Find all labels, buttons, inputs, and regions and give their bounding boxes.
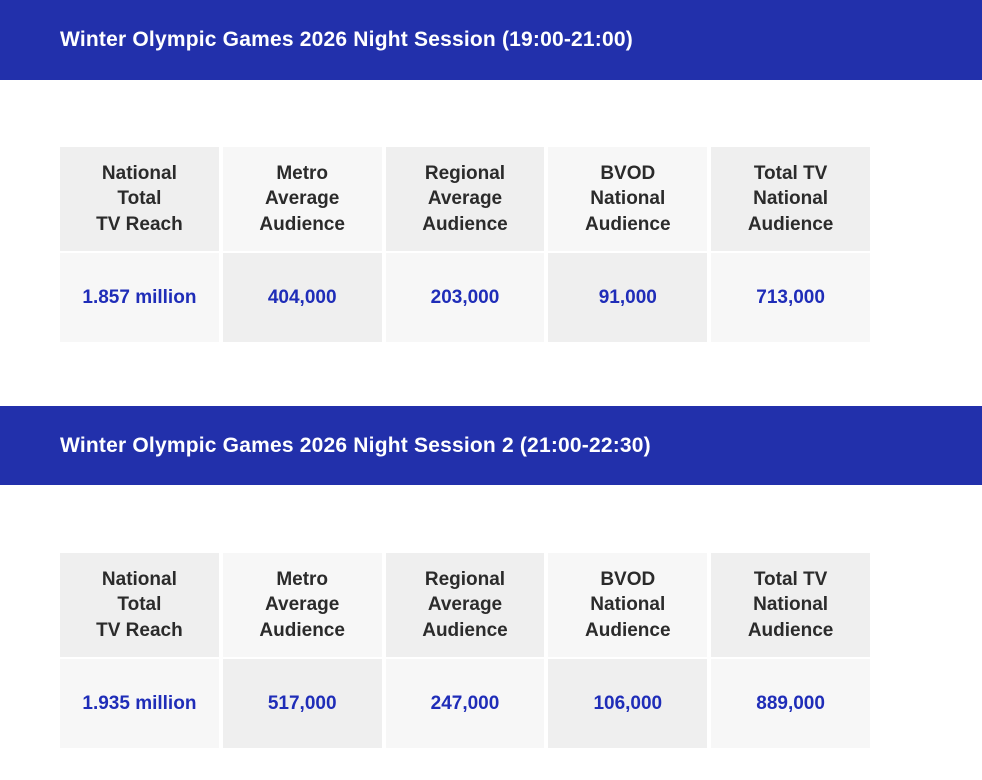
session-2-header-bar: Winter Olympic Games 2026 Night Session … <box>0 406 982 485</box>
session-section-2: Winter Olympic Games 2026 Night Session … <box>0 406 982 748</box>
value-total-tv-national-audience: 713,000 <box>711 253 870 342</box>
column-header-metro-average-audience: Metro Average Audience <box>222 553 382 657</box>
value-regional-average-audience: 247,000 <box>385 659 545 748</box>
value-national-total-tv-reach: 1.857 million <box>60 253 219 342</box>
value-metro-average-audience: 404,000 <box>222 253 382 342</box>
column-header-total-tv-national-audience: Total TV National Audience <box>711 147 870 251</box>
value-regional-average-audience: 203,000 <box>385 253 545 342</box>
value-total-tv-national-audience: 889,000 <box>711 659 870 748</box>
column-header-metro-average-audience: Metro Average Audience <box>222 147 382 251</box>
column-header-bvod-national-audience: BVOD National Audience <box>548 147 708 251</box>
value-bvod-national-audience: 106,000 <box>548 659 708 748</box>
session-2-title: Winter Olympic Games 2026 Night Session … <box>60 433 651 457</box>
column-header-bvod-national-audience: BVOD National Audience <box>548 553 708 657</box>
session-1-header-bar: Winter Olympic Games 2026 Night Session … <box>0 0 982 80</box>
session-1-audience-table: National Total TV Reach Metro Average Au… <box>60 147 870 342</box>
report-page: Winter Olympic Games 2026 Night Session … <box>0 0 982 748</box>
value-bvod-national-audience: 91,000 <box>548 253 708 342</box>
column-header-regional-average-audience: Regional Average Audience <box>385 553 545 657</box>
value-national-total-tv-reach: 1.935 million <box>60 659 219 748</box>
session-section-1: Winter Olympic Games 2026 Night Session … <box>0 0 982 342</box>
column-header-regional-average-audience: Regional Average Audience <box>385 147 545 251</box>
column-header-total-tv-national-audience: Total TV National Audience <box>711 553 870 657</box>
session-1-title: Winter Olympic Games 2026 Night Session … <box>60 28 633 51</box>
value-metro-average-audience: 517,000 <box>222 659 382 748</box>
session-2-audience-table: National Total TV Reach Metro Average Au… <box>60 553 870 748</box>
column-header-national-total-tv-reach: National Total TV Reach <box>60 147 219 251</box>
column-header-national-total-tv-reach: National Total TV Reach <box>60 553 219 657</box>
